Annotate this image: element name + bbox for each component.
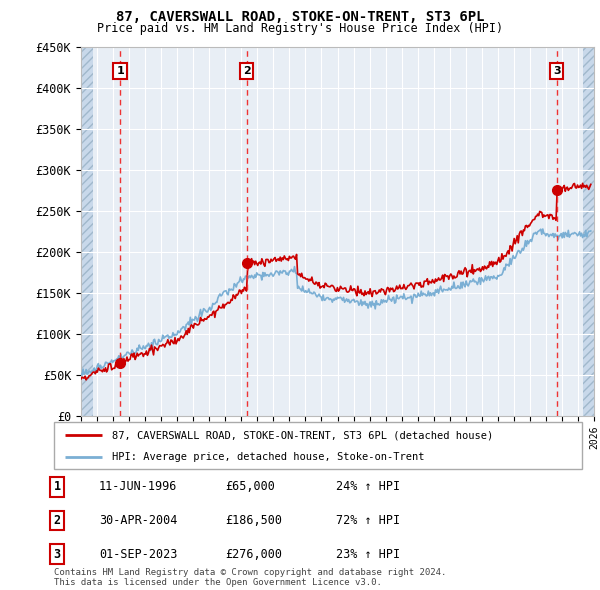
- Bar: [583, 47, 594, 416]
- Text: £65,000: £65,000: [225, 480, 275, 493]
- Text: 01-SEP-2023: 01-SEP-2023: [99, 548, 178, 560]
- Text: 3: 3: [53, 548, 61, 560]
- Text: 72% ↑ HPI: 72% ↑ HPI: [336, 514, 400, 527]
- Text: 30-APR-2004: 30-APR-2004: [99, 514, 178, 527]
- Text: £276,000: £276,000: [225, 548, 282, 560]
- Text: 2: 2: [243, 66, 250, 76]
- Text: 1: 1: [53, 480, 61, 493]
- Text: 87, CAVERSWALL ROAD, STOKE-ON-TRENT, ST3 6PL (detached house): 87, CAVERSWALL ROAD, STOKE-ON-TRENT, ST3…: [112, 430, 493, 440]
- Text: £186,500: £186,500: [225, 514, 282, 527]
- FancyBboxPatch shape: [54, 422, 582, 469]
- Text: 1: 1: [116, 66, 124, 76]
- Text: 87, CAVERSWALL ROAD, STOKE-ON-TRENT, ST3 6PL: 87, CAVERSWALL ROAD, STOKE-ON-TRENT, ST3…: [116, 10, 484, 24]
- Text: Contains HM Land Registry data © Crown copyright and database right 2024.
This d: Contains HM Land Registry data © Crown c…: [54, 568, 446, 587]
- Text: 11-JUN-1996: 11-JUN-1996: [99, 480, 178, 493]
- Text: 2: 2: [53, 514, 61, 527]
- Text: HPI: Average price, detached house, Stoke-on-Trent: HPI: Average price, detached house, Stok…: [112, 453, 425, 462]
- Text: 3: 3: [553, 66, 560, 76]
- Text: Price paid vs. HM Land Registry's House Price Index (HPI): Price paid vs. HM Land Registry's House …: [97, 22, 503, 35]
- Text: 24% ↑ HPI: 24% ↑ HPI: [336, 480, 400, 493]
- Bar: [81, 47, 93, 416]
- Text: 23% ↑ HPI: 23% ↑ HPI: [336, 548, 400, 560]
